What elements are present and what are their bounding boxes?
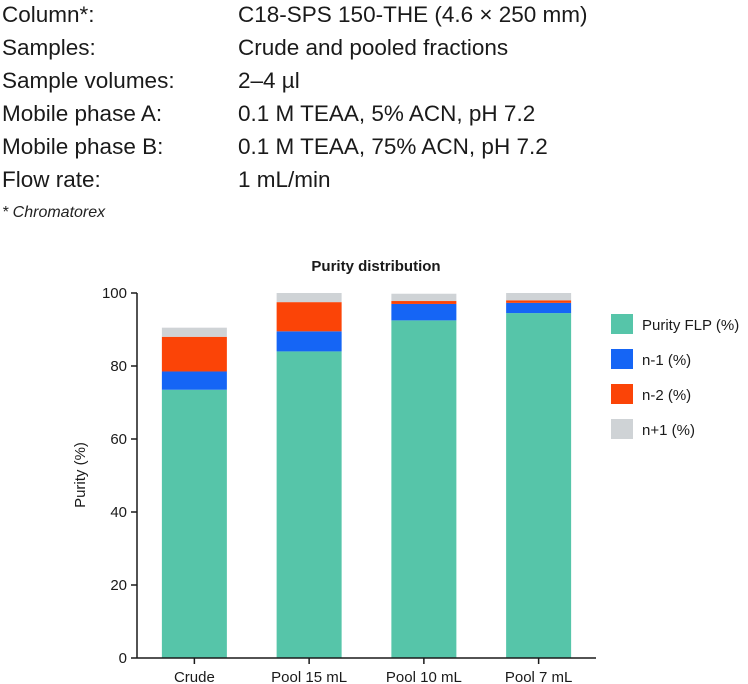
- x-tick-label: Pool 7 mL: [505, 669, 573, 684]
- legend-swatch: [611, 314, 633, 334]
- spec-value: Crude and pooled fractions: [238, 35, 509, 60]
- bar-segment: [276, 302, 342, 332]
- spec-value: 1 mL/min: [238, 167, 331, 192]
- y-tick-label: 60: [110, 431, 127, 448]
- bar-segment: [391, 301, 457, 304]
- y-tick-label: 0: [119, 650, 127, 667]
- legend-label: n-1 (%): [642, 352, 691, 369]
- spec-value: 2–4 µl: [238, 68, 300, 93]
- y-tick-label: 20: [110, 577, 127, 594]
- footnote: * Chromatorex: [2, 204, 106, 221]
- spec-value: 0.1 M TEAA, 5% ACN, pH 7.2: [238, 101, 536, 126]
- bar-segment: [161, 336, 227, 372]
- spec-value: 0.1 M TEAA, 75% ACN, pH 7.2: [238, 134, 548, 159]
- legend-label: n+1 (%): [642, 422, 695, 439]
- x-tick-label: Pool 15 mL: [271, 669, 347, 684]
- bar-segment: [506, 302, 572, 314]
- bar-segment: [161, 389, 227, 658]
- chart-title: Purity distribution: [311, 258, 440, 275]
- x-tick-label: Crude: [174, 669, 215, 684]
- legend-label: Purity FLP (%): [642, 317, 739, 334]
- legend-swatch: [611, 419, 633, 439]
- y-tick-label: 80: [110, 358, 127, 375]
- legend-label: n-2 (%): [642, 387, 691, 404]
- y-tick-label: 100: [102, 285, 127, 302]
- x-tick-label: Pool 10 mL: [386, 669, 462, 684]
- spec-label: Column*:: [2, 2, 95, 27]
- spec-label: Sample volumes:: [2, 68, 175, 93]
- spec-label: Mobile phase A:: [2, 101, 163, 126]
- legend: Purity FLP (%) n-1 (%) n-2 (%) n+1 (%): [611, 314, 739, 439]
- spec-label: Mobile phase B:: [2, 134, 164, 159]
- bar-segment: [506, 313, 572, 658]
- bar-segment: [276, 293, 342, 303]
- bar-segment: [161, 371, 227, 390]
- y-axis-label: Purity (%): [72, 442, 89, 508]
- spec-label: Samples:: [2, 35, 96, 60]
- bar-segment: [276, 331, 342, 352]
- spec-label: Flow rate:: [2, 167, 101, 192]
- axes-layer: 0 20 40 60 80 100 Crude Pool 15 mL Pool 10 mL Poo…: [102, 285, 596, 684]
- y-tick-label: 40: [110, 504, 127, 521]
- legend-swatch: [611, 349, 633, 369]
- legend-swatch: [611, 384, 633, 404]
- bar-segment: [506, 300, 572, 303]
- bar-segment: [161, 327, 227, 337]
- bar-segment: [391, 320, 457, 658]
- spec-value: C18-SPS 150-THE (4.6 × 250 mm): [238, 2, 588, 27]
- bar-segment: [391, 293, 457, 302]
- bars-layer: [161, 293, 572, 658]
- bar-segment: [391, 303, 457, 321]
- bar-segment: [276, 351, 342, 658]
- bar-segment: [506, 293, 572, 301]
